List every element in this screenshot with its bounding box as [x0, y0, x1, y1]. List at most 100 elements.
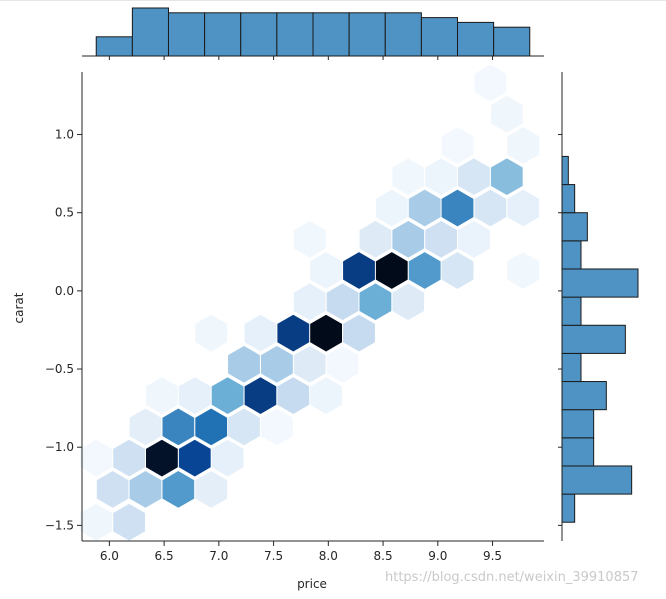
hexbin-cell [359, 283, 392, 321]
x-tick-label: 8.0 [319, 549, 338, 563]
hexbin-cell [195, 408, 228, 446]
hexbin-cell [326, 345, 359, 383]
hexbin-cell [228, 408, 260, 446]
hexbin-cell [310, 252, 343, 289]
hexbin-cell [113, 439, 145, 477]
hexbin-cell [474, 189, 507, 227]
hexbin-cell [457, 220, 490, 258]
y-marginal-bar [561, 155, 569, 186]
y-tick-label: 1.0 [55, 128, 74, 142]
hexbin-cell [474, 64, 507, 102]
x-marginal-bar [493, 26, 531, 57]
hexbin-cell [129, 471, 162, 508]
hexbin-cell [178, 377, 211, 414]
hexbin-layer [80, 64, 540, 541]
hexbin-cell [260, 345, 293, 383]
hexbin-cell [425, 220, 458, 258]
x-marginal-bar [131, 7, 169, 57]
hexbin-cell [343, 314, 375, 352]
hexbin-cell [392, 283, 425, 321]
hexbin-cell [195, 471, 228, 508]
y-marginal-bar [561, 184, 576, 214]
hexbin-cell [326, 283, 359, 321]
y-tick-label: −1.0 [45, 440, 74, 454]
x-tick-label: 7.5 [264, 549, 283, 563]
x-marginal-bar [240, 12, 278, 57]
hexbin-cell [490, 95, 523, 133]
y-marginal-bar [561, 465, 633, 495]
x-tick-label: 9.0 [428, 549, 447, 563]
hexbin-cell [293, 345, 326, 383]
hexbin-cell [146, 377, 178, 414]
hexbin-cell [408, 189, 441, 227]
hexbin-cell [425, 158, 458, 196]
y-tick-label: 0.5 [55, 206, 74, 220]
y-marginal-bar [561, 268, 639, 298]
hexbin-cell [392, 158, 425, 196]
hexbin-cell [507, 189, 540, 227]
hexbin-cell [507, 127, 540, 164]
hexbin-cell [129, 408, 162, 446]
x-marginal-histogram [82, 7, 544, 60]
hexbin-cell [441, 252, 474, 289]
y-tick-label: −0.5 [45, 362, 74, 376]
hexbin-cell [277, 377, 310, 414]
hexbin-cell [80, 503, 113, 541]
x-marginal-bar [457, 21, 495, 57]
hexbin-cell [113, 503, 145, 541]
hexbin-cell [375, 252, 408, 289]
x-marginal-bar [420, 17, 459, 57]
hexbin-cell [260, 408, 293, 446]
hexbin-cell [211, 439, 244, 477]
hexbin-cell [490, 158, 523, 196]
x-marginal-bar [348, 12, 386, 57]
x-tick-label: 6.0 [100, 549, 119, 563]
x-tick-label: 7.0 [209, 549, 228, 563]
y-marginal-bar [561, 352, 582, 383]
hexbin-cell [146, 439, 178, 477]
hexbin-cell [293, 220, 326, 258]
hexbin-cell [228, 345, 260, 383]
x-marginal-bar [276, 12, 314, 57]
hexbin-cell [375, 189, 408, 227]
x-marginal-bar [95, 36, 133, 57]
hexbin-cell [343, 252, 375, 289]
x-marginal-bar [384, 12, 422, 57]
hexbin-cell [96, 471, 129, 508]
hexbin-cell [244, 377, 277, 414]
x-marginal-bar [204, 12, 242, 57]
hexbin-cell [162, 408, 195, 446]
y-marginal-bar [561, 324, 626, 354]
hexbin-cell [310, 377, 343, 414]
hexbin-cell [162, 471, 195, 508]
hexbin-cell [441, 189, 474, 227]
hexbin-cell [277, 314, 310, 352]
hexbin-cell [310, 314, 343, 352]
y-marginal-bar [561, 296, 582, 326]
hexbin-cell [441, 127, 474, 164]
y-tick-label: 0.0 [55, 284, 74, 298]
hexbin-cell [80, 439, 113, 477]
hexbin-cell [244, 314, 277, 352]
hexbin-cell [359, 220, 392, 258]
hexbin-cell [178, 439, 211, 477]
y-marginal-bar [561, 212, 588, 242]
y-marginal-bar [561, 240, 582, 270]
top-border [0, 0, 666, 1]
x-marginal-bar [312, 12, 350, 57]
hexbin-cell [293, 283, 326, 321]
x-marginal-bar [167, 12, 206, 57]
x-tick-label: 8.5 [374, 549, 393, 563]
hexbin-cell [457, 158, 490, 196]
x-tick-label: 6.5 [155, 549, 174, 563]
y-axis-label: carat [12, 292, 26, 323]
axes: 6.0 6.5 7.0 7.5 8.0 8.5 9.0 9.5 −1.5 −1.0 −0.5 0.0 0… [45, 72, 544, 563]
x-tick-label: 9.5 [483, 549, 502, 563]
hexbin-cell [211, 377, 244, 414]
y-marginal-bar [561, 381, 607, 411]
watermark: https://blog.csdn.net/weixin_39910857 [385, 570, 639, 585]
y-marginal-histogram [558, 72, 639, 541]
y-marginal-bar [561, 493, 576, 523]
hexbin-cell [392, 220, 425, 258]
